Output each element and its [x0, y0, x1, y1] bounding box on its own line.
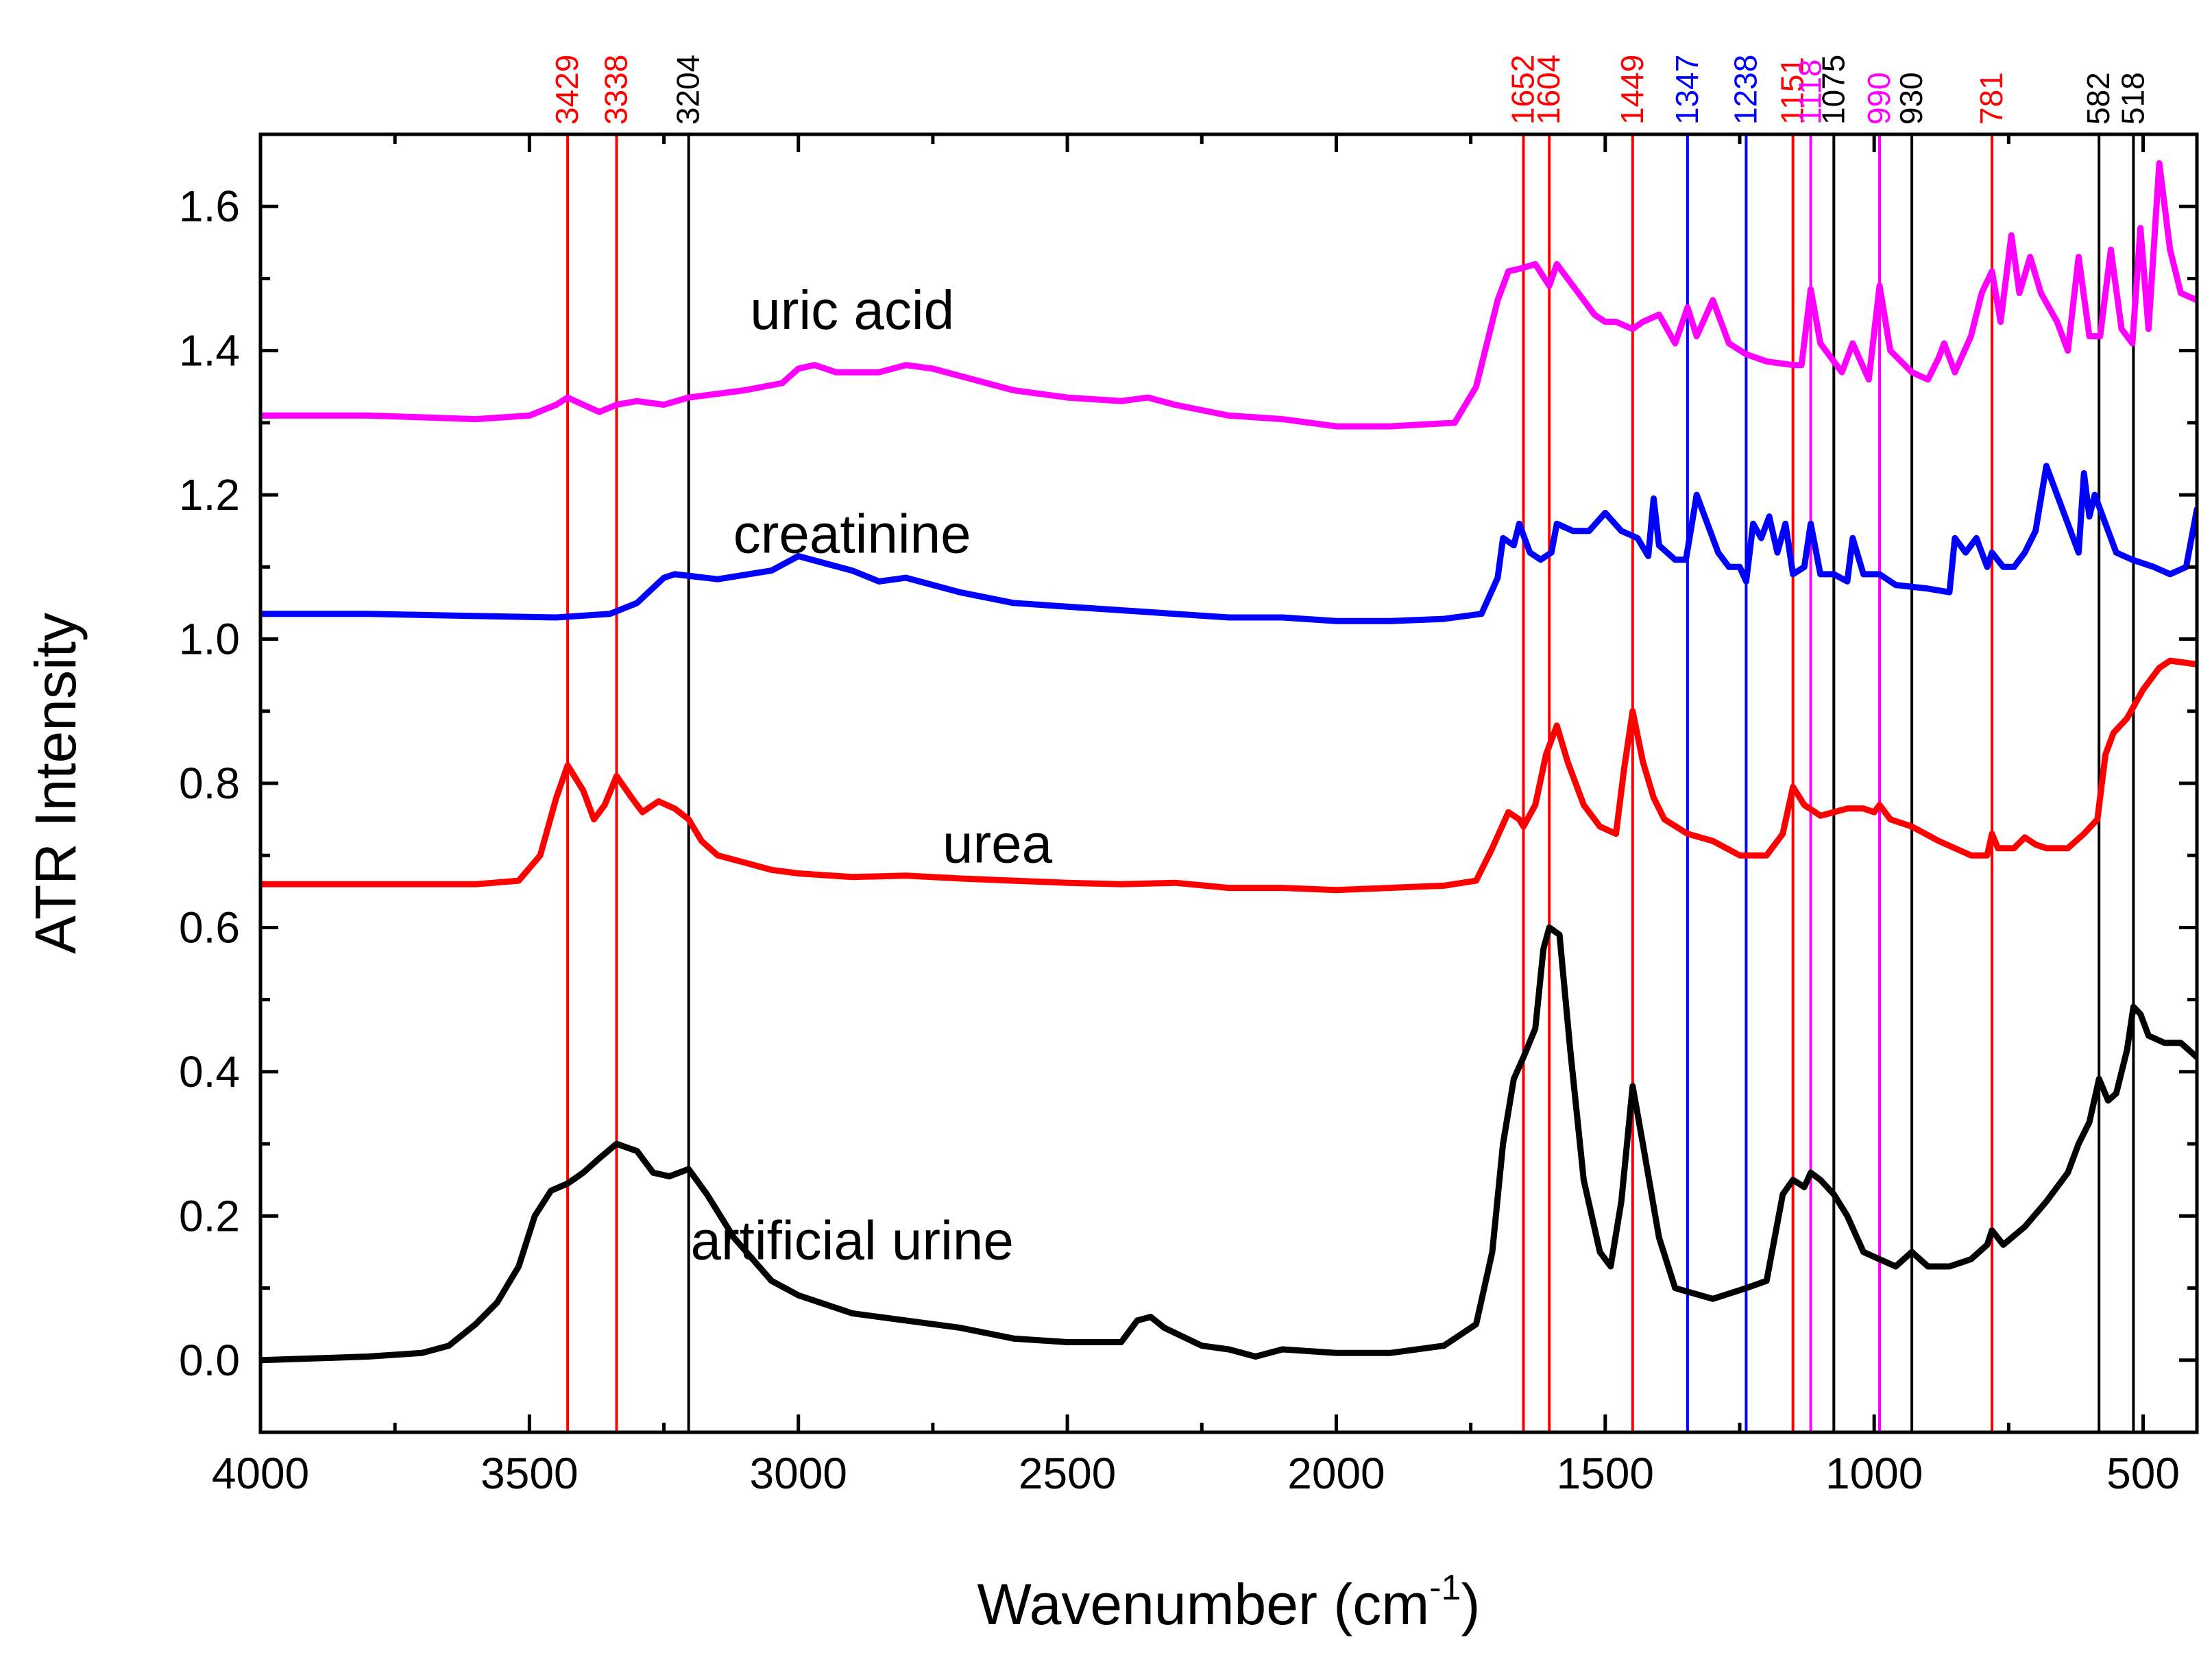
peak-label-1347: 1347: [1669, 55, 1705, 125]
x-tick-label-3500: 3500: [481, 1449, 578, 1498]
axes: 4000 3500 3000 2500 2000 1500 1000 500 0.0 0.2 0.4…: [179, 132, 2199, 1498]
x-tick-label-3000: 3000: [750, 1449, 847, 1498]
peak-label-582: 582: [2080, 72, 2116, 125]
x-axis-title: Wavenumber (cm-1): [977, 1568, 1481, 1636]
peak-label-1118: 1118: [1792, 59, 1828, 125]
y-axis-title: ATR Intensity: [23, 613, 88, 954]
series-label-creatinine: creatinine: [733, 503, 971, 564]
series-label-uric-acid: uric acid: [750, 280, 954, 341]
x-tick-label-1000: 1000: [1825, 1449, 1923, 1498]
series-label-urea: urea: [943, 813, 1053, 874]
peak-label-3429: 3429: [549, 55, 585, 125]
peak-label-1652: 1652: [1505, 55, 1541, 125]
series-line-artificial-urine: [260, 924, 2197, 1364]
y-tick-label-0.0: 0.0: [179, 1336, 240, 1385]
y-tick-label-0.6: 0.6: [179, 903, 240, 952]
peak-label-1075: 1075: [1815, 55, 1851, 125]
peak-label-3204: 3204: [670, 55, 706, 125]
y-tick-label-1.2: 1.2: [179, 470, 240, 519]
series-label-artificial-urine: artificial urine: [691, 1210, 1014, 1271]
series-line-urea: [260, 657, 2197, 894]
y-tick-label-0.8: 0.8: [179, 759, 240, 808]
peak-label-990: 990: [1861, 72, 1897, 125]
y-tick-label-1.0: 1.0: [179, 615, 240, 664]
y-tick-label-0.2: 0.2: [179, 1191, 240, 1240]
peak-label-1449: 1449: [1614, 55, 1650, 125]
y-tick-label-1.6: 1.6: [179, 182, 240, 231]
peak-label-1238: 1238: [1727, 55, 1763, 125]
series-labels: uric acid creatinine urea artificial urine: [691, 280, 1053, 1271]
peak-label-781: 781: [1973, 72, 2009, 125]
x-tick-label-4000: 4000: [212, 1449, 309, 1498]
peak-label-1151: 1151: [1775, 57, 1810, 125]
peak-label-930: 930: [1893, 72, 1929, 125]
series-line-creatinine: [260, 463, 2197, 624]
plot-frame: [258, 132, 2199, 1434]
x-tick-label-500: 500: [2106, 1449, 2180, 1498]
y-tick-label-1.4: 1.4: [179, 326, 240, 376]
x-tick-label-2500: 2500: [1019, 1449, 1116, 1498]
peak-label-518: 518: [2115, 72, 2150, 125]
series-lines: [260, 160, 2197, 1364]
peak-label-1604: 1604: [1531, 55, 1566, 125]
x-tick-label-2000: 2000: [1287, 1449, 1385, 1498]
series-line-uric-acid: [260, 160, 2197, 430]
x-tick-label-1500: 1500: [1557, 1449, 1654, 1498]
peak-label-3338: 3338: [598, 55, 633, 125]
y-tick-label-0.4: 0.4: [179, 1047, 240, 1096]
